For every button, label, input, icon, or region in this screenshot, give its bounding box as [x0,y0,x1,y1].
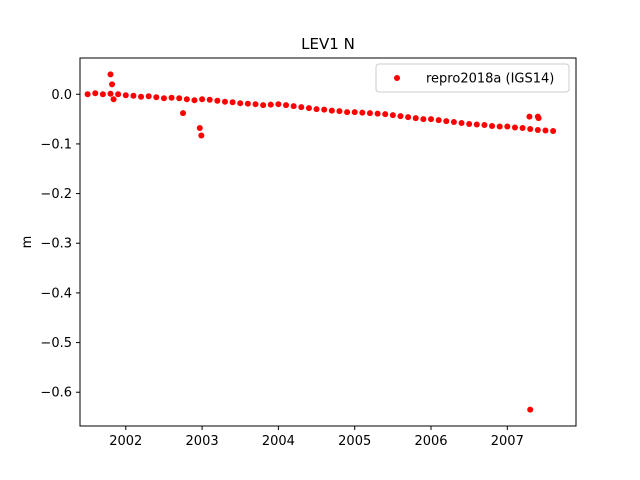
data-point [191,97,198,104]
data-point [382,111,389,118]
data-point [489,123,496,130]
data-point [237,100,244,107]
y-axis-label: m [20,236,35,249]
data-point [397,113,404,120]
x-tick-label: 2007 [491,434,524,449]
data-point [481,122,488,129]
data-point [412,115,419,122]
y-tick-label: −0.6 [40,386,72,401]
data-point [252,101,259,108]
data-point [535,115,542,122]
data-point [267,101,274,108]
legend-marker [394,75,400,81]
data-point [527,406,534,413]
axes: 2002 2003 2004 2005 2006 2007 0.0 −0.1 −0.2 −0.3 −… [40,57,577,449]
data-point [290,103,297,110]
data-point [180,110,187,117]
data-point [84,91,91,98]
data-point [550,128,557,134]
data-point [92,90,99,97]
data-point [473,121,480,128]
data-point [443,118,450,125]
data-point [130,92,137,99]
data-point [534,127,541,134]
data-point [374,110,381,117]
data-point [206,96,213,103]
data-point [527,126,534,133]
legend: repro2018a (IGS14) [375,63,570,93]
data-point [107,90,114,97]
data-point [313,106,320,113]
data-point [168,94,175,101]
data-point [214,97,221,104]
data-point [109,81,116,88]
data-point [420,116,427,123]
data-point [298,104,305,111]
legend-box [375,63,570,93]
data-point [244,100,251,107]
data-point [511,124,518,131]
data-point [359,109,366,116]
data-point [183,96,190,103]
data-point [336,108,343,115]
data-point [366,110,373,117]
data-point [435,117,442,124]
data-point [221,98,228,105]
data-point [275,101,282,108]
y-tick-label: −0.4 [40,286,72,301]
data-point [283,102,290,109]
data-point [99,91,106,98]
plot-area [84,71,557,413]
data-point [504,123,511,130]
y-tick-label: −0.3 [40,237,72,252]
data-point [389,112,396,119]
data-point [328,107,335,114]
x-tick-label: 2006 [414,434,447,449]
data-point [138,93,145,100]
data-point [196,125,203,132]
data-point [450,119,457,126]
chart-title: LEV1 N [301,35,355,53]
data-point [542,127,549,134]
data-point [458,120,465,127]
data-point [405,114,412,121]
data-point [176,95,183,102]
data-point [198,132,205,139]
x-tick-label: 2002 [109,434,142,449]
data-point [115,91,122,98]
data-point [260,102,267,109]
legend-label: repro2018a (IGS14) [426,72,554,87]
y-tick-label: −0.5 [40,336,72,351]
data-point [199,96,206,103]
data-point [428,116,435,123]
y-tick-label: −0.2 [40,187,72,202]
data-point [321,106,328,113]
x-tick-label: 2005 [338,434,371,449]
data-point [160,95,167,102]
x-tick-label: 2003 [186,434,219,449]
x-tick-label: 2004 [262,434,295,449]
data-point [305,105,312,112]
data-point [466,121,473,128]
data-point [145,93,152,100]
data-point [344,109,351,116]
data-point [122,92,129,99]
axes-frame [79,57,577,427]
data-point [229,99,236,106]
y-tick-label: −0.1 [40,137,72,152]
data-point [107,71,114,78]
data-point [519,125,526,132]
data-point [526,113,533,120]
data-point [351,109,358,116]
data-point [496,123,503,130]
data-point [110,96,117,103]
data-point [153,94,160,101]
y-tick-label: 0.0 [51,88,72,103]
